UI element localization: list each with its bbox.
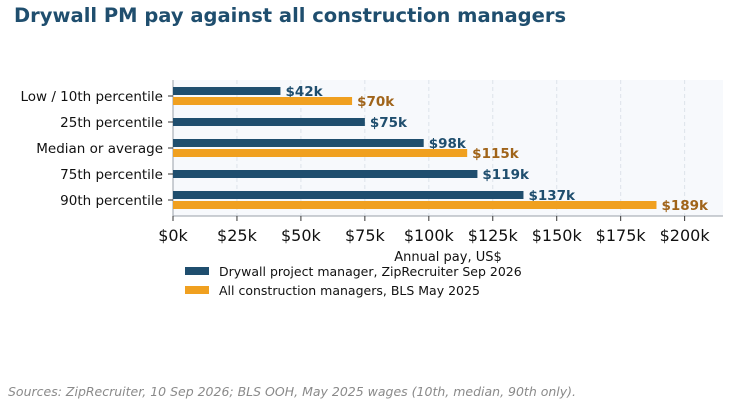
x-tick-label: $75k bbox=[345, 226, 386, 245]
plot-area: $0k $25k $50k $75k $100k $125k $150k $175k $200k… bbox=[20, 80, 723, 265]
source-note: Sources: ZipRecruiter, 10 Sep 2026; BLS … bbox=[8, 384, 577, 399]
category-label: 75th percentile bbox=[60, 167, 163, 183]
data-label-drywall-pm: $42k bbox=[285, 84, 323, 100]
data-label-construction-managers: $70k bbox=[357, 94, 395, 110]
bar-construction-managers bbox=[173, 149, 468, 157]
bar-drywall-pm bbox=[173, 170, 478, 178]
bar-drywall-pm bbox=[173, 139, 424, 147]
bar-drywall-pm bbox=[173, 87, 281, 95]
data-label-construction-managers: $115k bbox=[472, 146, 520, 162]
legend-label: Drywall project manager, ZipRecruiter Se… bbox=[219, 264, 522, 279]
data-label-drywall-pm: $75k bbox=[370, 115, 408, 131]
category-label: Median or average bbox=[36, 141, 163, 157]
category-label: 25th percentile bbox=[60, 115, 163, 131]
bar-drywall-pm bbox=[173, 191, 524, 199]
data-label-construction-managers: $189k bbox=[661, 198, 709, 214]
x-tick-label: $25k bbox=[217, 226, 258, 245]
x-tick-label: $50k bbox=[281, 226, 322, 245]
bar-construction-managers bbox=[173, 97, 353, 105]
data-label-drywall-pm: $98k bbox=[429, 136, 467, 152]
x-tick-label: $125k bbox=[468, 226, 519, 245]
legend-swatch bbox=[185, 286, 209, 294]
x-tick-label: $150k bbox=[532, 226, 583, 245]
category-label: 90th percentile bbox=[60, 193, 163, 209]
legend: Drywall project manager, ZipRecruiter Se… bbox=[185, 264, 522, 298]
chart-title: Drywall PM pay against all construction … bbox=[14, 4, 567, 27]
bar-construction-managers bbox=[173, 201, 657, 209]
x-tick-label: $200k bbox=[660, 226, 711, 245]
category-label: Low / 10th percentile bbox=[20, 89, 163, 105]
data-label-drywall-pm: $119k bbox=[482, 167, 530, 183]
x-tick-label: $0k bbox=[158, 226, 188, 245]
x-tick-label: $100k bbox=[404, 226, 455, 245]
x-tick-label: $175k bbox=[596, 226, 647, 245]
legend-swatch bbox=[185, 267, 209, 275]
bar-drywall-pm bbox=[173, 118, 365, 126]
x-axis-label: Annual pay, US$ bbox=[394, 250, 502, 265]
data-label-drywall-pm: $137k bbox=[528, 188, 576, 204]
legend-label: All construction managers, BLS May 2025 bbox=[219, 283, 480, 298]
